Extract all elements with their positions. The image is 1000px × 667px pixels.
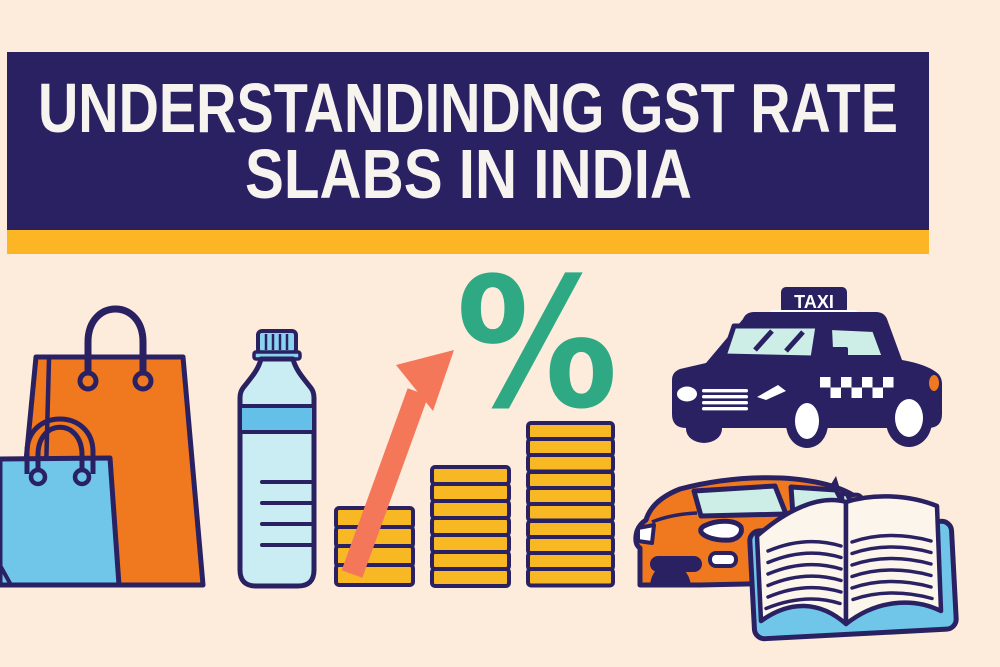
open-book-icon [747, 494, 959, 642]
taxi-windshield [721, 323, 821, 361]
coin-stack-tall [526, 421, 615, 588]
blue-bag-fold-line [0, 566, 13, 586]
coin [526, 453, 615, 474]
arrow-head [396, 350, 454, 411]
blue-bag-handle-inner [35, 424, 85, 476]
car-windshield [691, 483, 789, 519]
coin-stack-medium [430, 465, 511, 588]
taxi-front-wheel [686, 415, 722, 443]
shopping-bags-icon [0, 305, 206, 588]
taxi-side-window [828, 326, 886, 359]
car-headlight [698, 518, 744, 543]
taxi-roof-sign [781, 287, 847, 314]
water-bottle-icon [237, 329, 317, 589]
bottle-cap [256, 329, 298, 355]
taxi-tail-light [929, 375, 939, 391]
blue-bag-eyelet [28, 467, 48, 487]
car-hood-crease [651, 511, 698, 524]
taxi-sign-label: TAXI [794, 292, 834, 312]
blue-bag-eyelet [72, 467, 92, 487]
banner-background [7, 52, 929, 230]
bottle-label [238, 404, 316, 434]
coin [430, 567, 511, 588]
coin [430, 482, 511, 503]
page-title-line-1: UNDERSTANDINDNG GST RATE [38, 69, 898, 147]
arrow-shaft [341, 388, 429, 578]
car-fog-light [708, 551, 738, 568]
orange-bag-handle [84, 305, 147, 380]
book-right-page [843, 494, 944, 627]
book-left-page-lines [764, 539, 843, 611]
coin [430, 533, 511, 554]
coin [430, 516, 511, 537]
taxi-icon: TAXI [672, 287, 942, 448]
blue-bag-body [0, 455, 122, 588]
car-wheel-arch [650, 564, 691, 585]
page-title-line-2: SLABS IN INDIA [245, 135, 692, 213]
taxi-rear-wheel-rim [895, 399, 923, 437]
taxi-wheel-rim [795, 403, 819, 439]
taxi-grille [702, 389, 748, 411]
coin [430, 550, 511, 571]
taxi-checkerboard [820, 377, 894, 398]
coin [430, 499, 511, 520]
bottle-body [237, 356, 317, 589]
coin [526, 567, 615, 588]
banner-accent-stripe [7, 230, 929, 254]
orange-bag-eyelet [77, 370, 99, 392]
coin [526, 502, 615, 523]
taxi-headlight [677, 386, 697, 402]
book-right-page-lines [850, 533, 934, 602]
taxi-side-marker [757, 385, 786, 400]
blue-bag-handle-outer [24, 416, 96, 474]
coin [430, 465, 511, 486]
bottle-ridges [260, 480, 315, 547]
car-edge-light [636, 523, 656, 545]
title-banner: UNDERSTANDINDNG GST RATE SLABS IN INDIA [7, 52, 929, 254]
orange-bag-eyelet [132, 370, 154, 392]
growth-arrow-icon [341, 350, 454, 578]
percent-sign: % [456, 240, 618, 449]
windshield-reflection-slashes [753, 329, 805, 353]
bottle-cap-ribs [264, 334, 289, 350]
